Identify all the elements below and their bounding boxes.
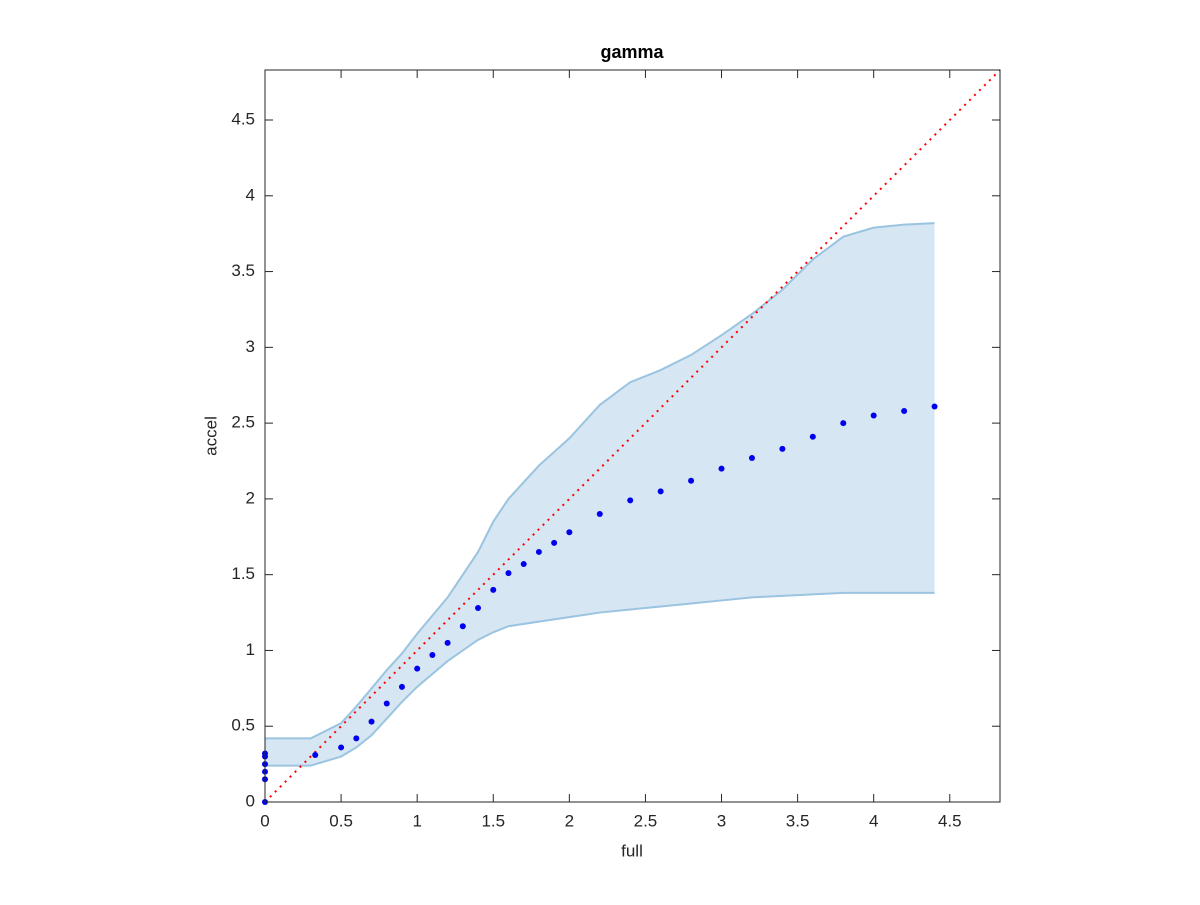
y-tick-label: 3: [246, 337, 255, 356]
scatter-point: [353, 735, 360, 742]
scatter-point: [520, 561, 527, 568]
scatter-point: [368, 718, 375, 725]
band-edge: [265, 591, 935, 767]
y-tick-label: 0: [246, 791, 255, 810]
scatter-point: [748, 454, 755, 461]
y-tick-label: 2: [246, 488, 255, 507]
scatter-point: [490, 586, 497, 593]
scatter-point: [414, 665, 421, 672]
scatter-point: [475, 605, 482, 612]
y-tick-label: 0.5: [231, 716, 255, 735]
y-tick-label: 3.5: [231, 261, 255, 280]
chart-title: gamma: [600, 42, 664, 62]
reference-line: [264, 69, 1001, 803]
x-tick-label: 2.5: [634, 811, 658, 830]
scatter-point: [551, 539, 558, 546]
scatter-point: [312, 752, 319, 759]
band-edge: [265, 222, 935, 740]
scatter-point: [505, 570, 512, 577]
scatter-point: [627, 497, 634, 504]
scatter-point: [657, 488, 664, 495]
scatter-point: [779, 445, 786, 452]
y-tick-label: 2.5: [231, 413, 255, 432]
scatter-point: [459, 623, 466, 630]
x-tick-label: 4: [869, 811, 878, 830]
y-tick-label: 1: [246, 640, 255, 659]
y-tick-label: 4: [246, 185, 255, 204]
y-tick-label: 4.5: [231, 109, 255, 128]
scatter-point: [383, 700, 390, 707]
y-axis-label: accel: [201, 416, 220, 456]
scatter-point: [688, 477, 695, 484]
band-fill: [265, 223, 935, 766]
scatter-point: [870, 412, 877, 419]
scatter-point: [338, 744, 345, 751]
scatter-point: [809, 433, 816, 440]
scatter-point: [444, 639, 451, 646]
x-tick-label: 3.5: [786, 811, 810, 830]
y-tick-label: 1.5: [231, 564, 255, 583]
scatter-point: [840, 420, 847, 427]
x-tick-label: 1.5: [481, 811, 505, 830]
scatter-point: [398, 683, 405, 690]
x-tick-label: 3: [717, 811, 726, 830]
x-tick-label: 4.5: [938, 811, 962, 830]
scatter-point: [535, 548, 542, 555]
scatter-point: [596, 511, 603, 518]
axes-box: [264, 69, 1001, 803]
x-tick-label: 1: [412, 811, 421, 830]
x-tick-label: 2: [565, 811, 574, 830]
scatter-point: [931, 403, 938, 410]
scatter-point: [566, 529, 573, 536]
scatter-point: [718, 465, 725, 472]
scatter-point: [901, 407, 908, 414]
x-tick-label: 0: [260, 811, 269, 830]
x-tick-label: 0.5: [329, 811, 353, 830]
scatter-point: [429, 651, 436, 658]
x-axis-label: full: [621, 841, 643, 860]
